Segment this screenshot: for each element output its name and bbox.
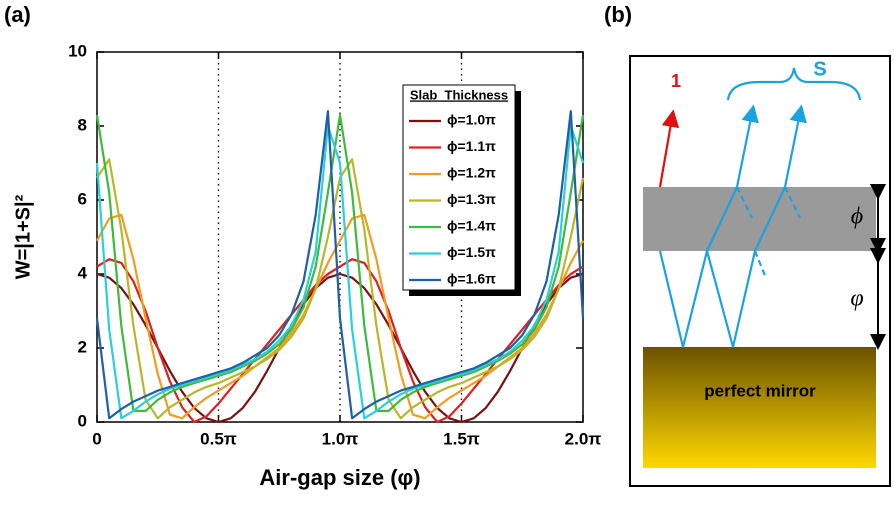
legend-label: ϕ=1.5π [447, 244, 496, 260]
x-axis-label: Air-gap size (φ) [259, 465, 420, 490]
legend-title: Slab Thickness [410, 87, 508, 102]
legend-label: ϕ=1.3π [447, 191, 496, 207]
x-tick-label: 2.0π [565, 429, 602, 448]
incident-label: 1 [671, 71, 681, 91]
y-tick-label: 6 [78, 189, 87, 208]
x-tick-label: 1.5π [443, 429, 480, 448]
y-tick-label: 10 [68, 41, 87, 60]
plot-area: 0 2 4 6 8 10 0 0.5π 1.0π 1.5π 2.0π Slab Thickness ϕ=… [68, 41, 601, 448]
legend-box [402, 84, 516, 291]
series-line [95, 110, 585, 420]
series-line [95, 124, 585, 420]
slab-label: ϕ [851, 204, 863, 230]
x-tick-label: 1.0π [322, 429, 359, 448]
legend-label: ϕ=1.2π [447, 165, 496, 181]
legend-label: ϕ=1.4π [447, 218, 496, 234]
y-tick-label: 4 [78, 263, 88, 282]
panel-label: (a) [4, 2, 31, 27]
legend-label: ϕ=1.6π [447, 271, 496, 287]
legend-label: ϕ=1.0π [447, 112, 496, 128]
diagram: (b) perfect mirror 1 S ϕ φ [604, 2, 891, 487]
rays [658, 67, 862, 348]
mirror-label: perfect mirror [704, 381, 816, 400]
reflected-label: S [813, 58, 826, 80]
series-line [95, 113, 585, 412]
incident-ray [658, 109, 680, 188]
legend: Slab Thickness ϕ=1.0π ϕ=1.1π ϕ=1.2π ϕ=1.3π ϕ=… [402, 84, 521, 296]
panel-label: (b) [604, 2, 632, 27]
y-tick-label: 2 [78, 337, 87, 356]
mirror [643, 347, 876, 468]
x-tick-label: 0.5π [200, 429, 237, 448]
gap-label: φ [850, 286, 863, 312]
legend-label: ϕ=1.1π [447, 138, 496, 154]
y-tick-label: 8 [78, 115, 87, 134]
y-axis-label: W=|1+S|² [12, 194, 34, 279]
x-tick-label: 0 [92, 429, 101, 448]
y-tick-label: 0 [78, 411, 87, 430]
frame [629, 55, 891, 487]
